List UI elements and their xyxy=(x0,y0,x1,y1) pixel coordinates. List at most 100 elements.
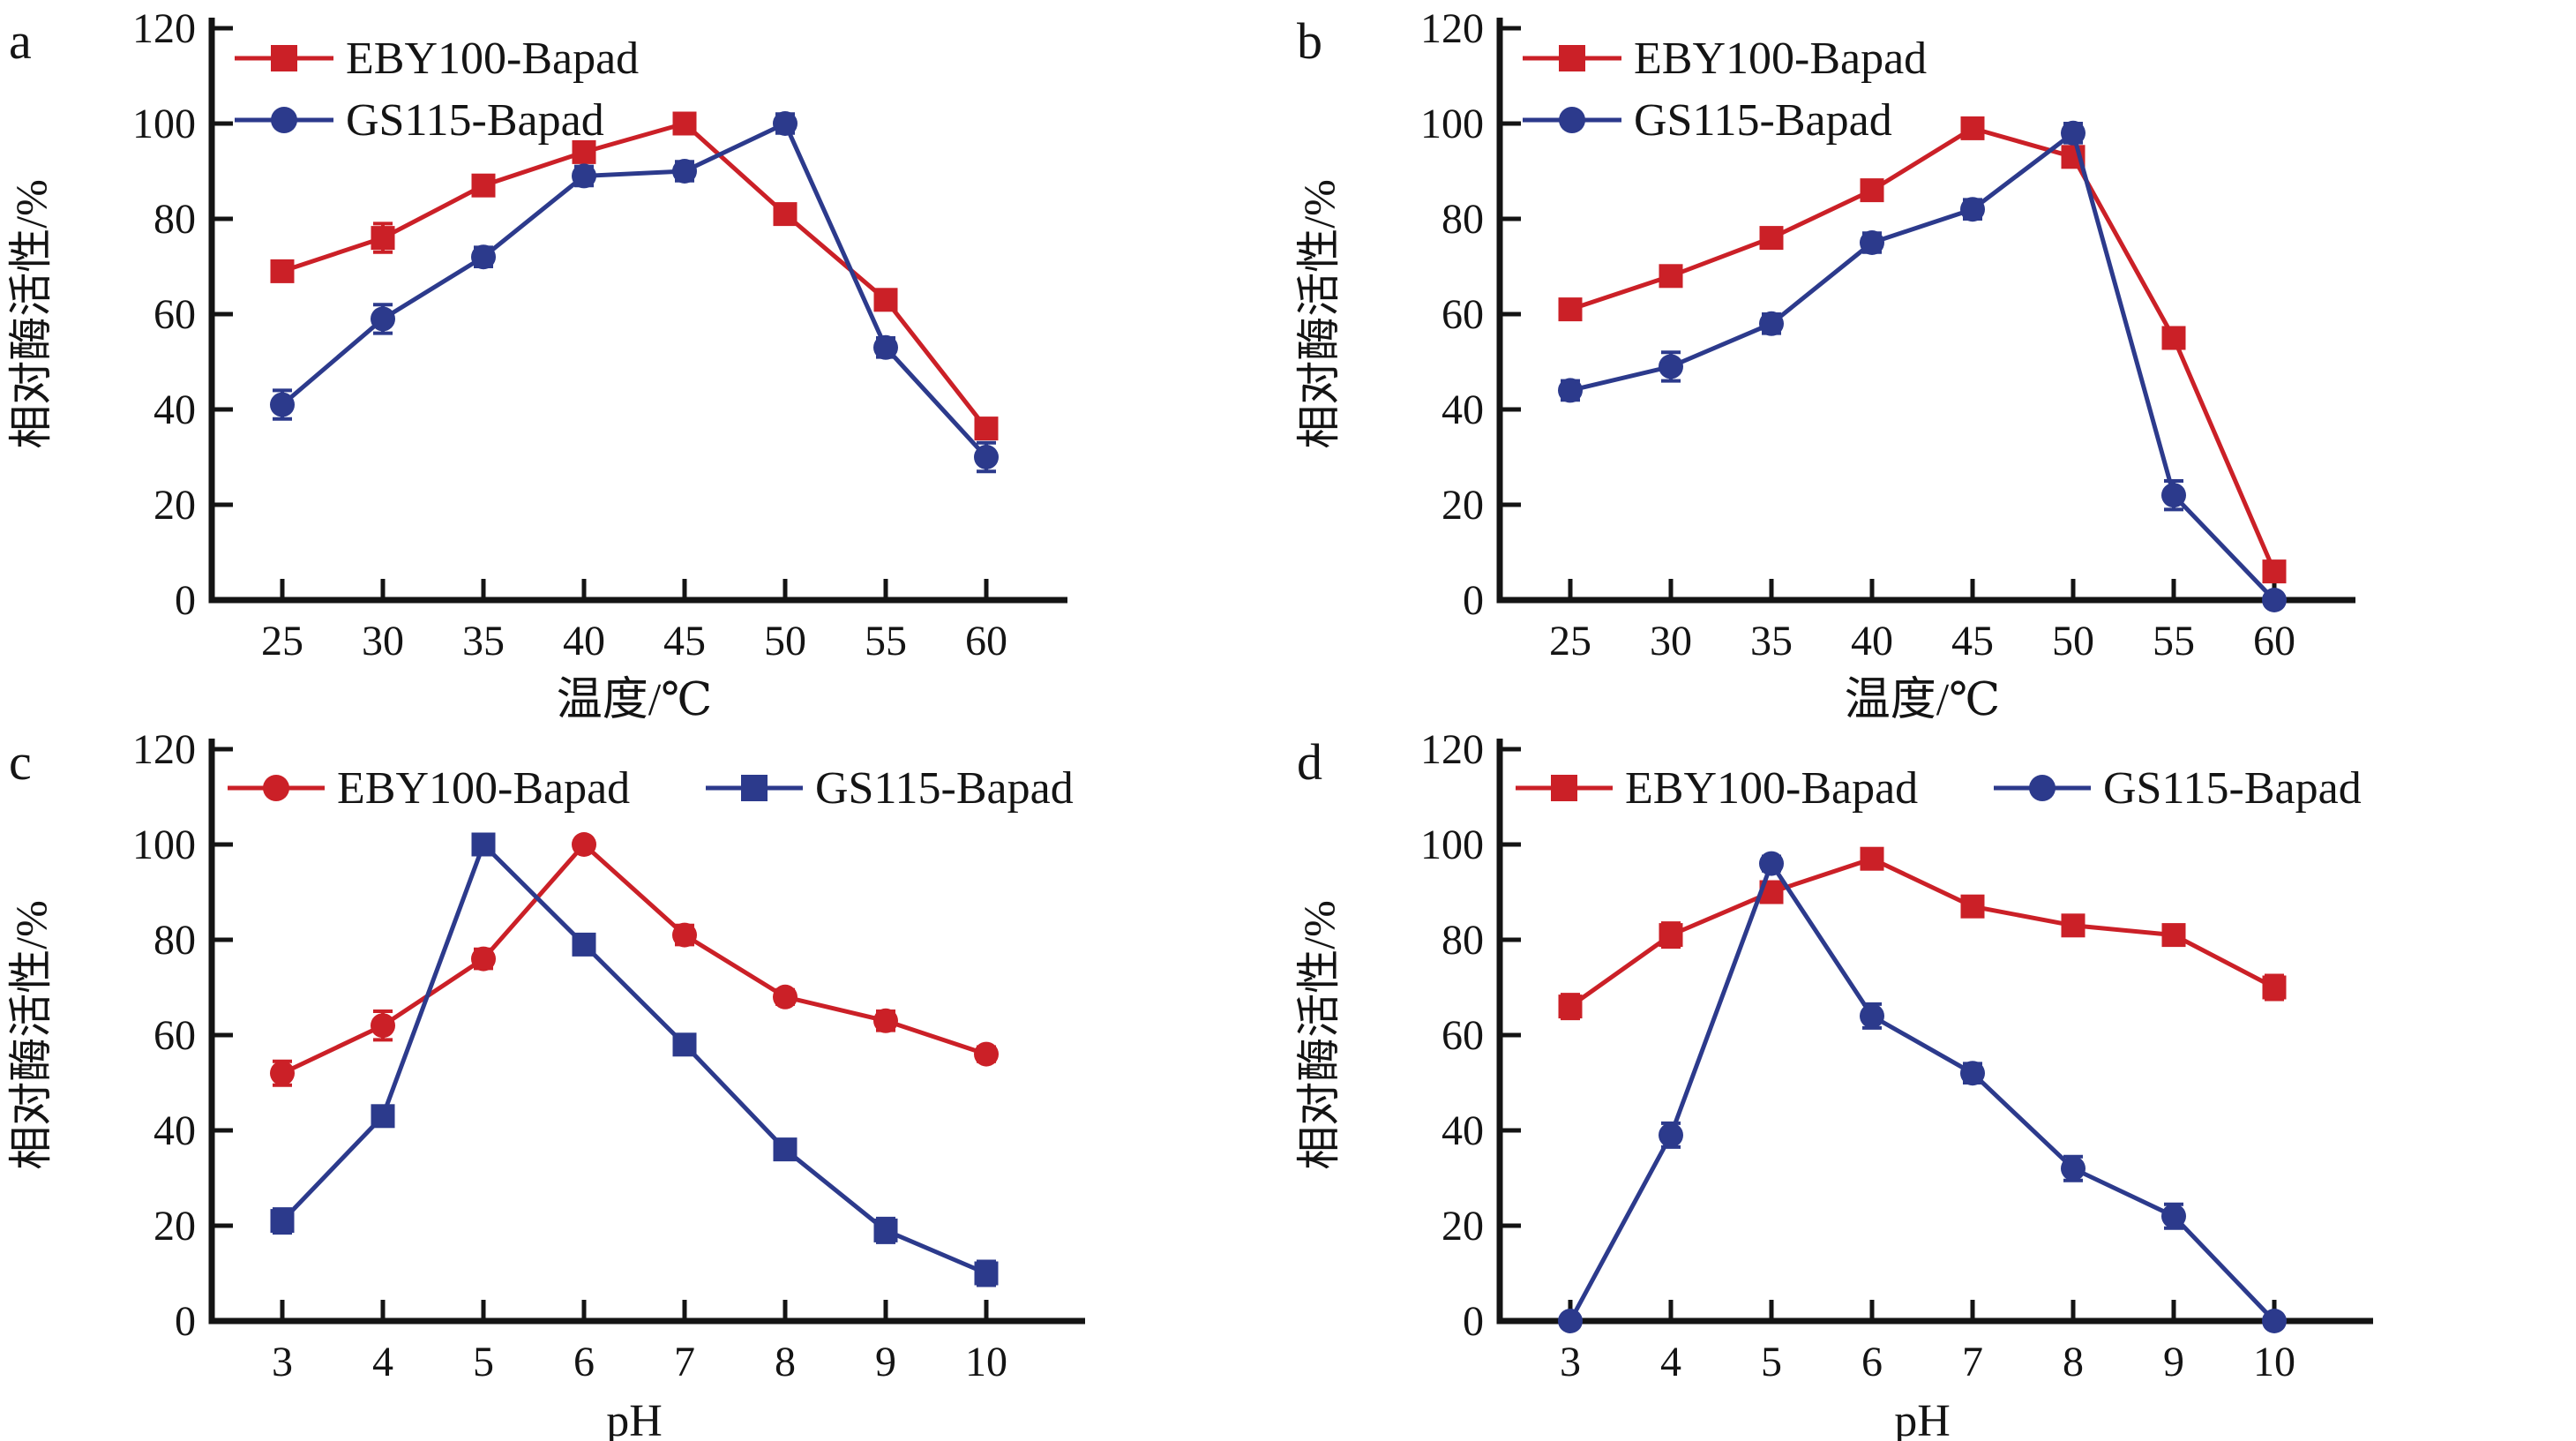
x-axis-title: pH xyxy=(1894,1396,1951,1441)
chart-panel-d: d 0 20 40 60 80 100 120 3 4 5 6 7 8 9 10 pH 相对酶活性/% EBY100… xyxy=(1288,721,2576,1441)
x-tick-label: 60 xyxy=(965,618,1007,664)
data-point-marker-circle xyxy=(974,445,999,469)
y-tick-label: 40 xyxy=(154,1107,196,1154)
y-tick-label: 40 xyxy=(1442,1107,1484,1154)
panel-letter: a xyxy=(9,12,32,70)
x-tick-label: 40 xyxy=(563,618,605,664)
legend: EBY100-Bapad GS115-Bapad xyxy=(1523,34,1927,146)
series-line xyxy=(1569,129,2276,602)
data-point-marker-square xyxy=(1759,226,1784,251)
data-point-marker-square xyxy=(1558,297,1583,322)
series-EBY100-Bapad xyxy=(270,832,999,1087)
x-tick-label: 10 xyxy=(965,1339,1007,1385)
x-tick-label: 55 xyxy=(2153,618,2195,664)
data-point-marker-square xyxy=(572,139,596,164)
axis-line xyxy=(1496,739,2373,1325)
legend-label: EBY100-Bapad xyxy=(337,763,630,814)
data-point-marker-square xyxy=(572,932,596,957)
series-GS115-Bapad xyxy=(270,832,999,1287)
data-point-marker-circle xyxy=(1960,197,1985,222)
panel-letter: c xyxy=(9,733,32,791)
y-tick-label: 100 xyxy=(132,822,196,868)
series-line xyxy=(281,120,988,459)
legend-label: GS115-Bapad xyxy=(1634,95,1892,146)
legend-label: EBY100-Bapad xyxy=(1625,763,1918,814)
series-EBY100-Bapad xyxy=(270,111,999,441)
data-point-marker-circle xyxy=(371,306,395,332)
y-tick-label: 20 xyxy=(1442,1203,1484,1250)
x-tick-label: 3 xyxy=(272,1339,293,1385)
data-point-marker-circle xyxy=(1559,107,1585,133)
data-point-marker-circle xyxy=(1960,1061,1985,1086)
x-tick-label: 9 xyxy=(875,1339,896,1385)
data-point-marker-circle xyxy=(1860,1003,1884,1029)
data-point-marker-square xyxy=(2262,559,2287,584)
data-point-marker-circle xyxy=(2061,120,2086,146)
series-line xyxy=(1568,859,2276,1323)
x-tick-label: 3 xyxy=(1560,1339,1581,1385)
legend: EBY100-Bapad GS115-Bapad xyxy=(235,34,639,146)
data-point-marker-square xyxy=(270,1209,295,1234)
x-tick-label: 45 xyxy=(663,618,706,664)
series-EBY100-Bapad xyxy=(1558,846,2287,1021)
data-point-marker-circle xyxy=(873,334,898,360)
data-point-marker-square xyxy=(1551,775,1577,801)
y-tick-label: 60 xyxy=(154,1012,196,1059)
x-axis-title: 温度/℃ xyxy=(1845,675,2001,720)
data-point-marker-square xyxy=(974,417,999,441)
legend-label: GS115-Bapad xyxy=(2103,763,2362,814)
y-tick-label: 120 xyxy=(1420,5,1484,52)
data-point-marker-circle xyxy=(2161,1204,2186,1229)
data-point-marker-square xyxy=(773,202,798,227)
y-tick-label: 0 xyxy=(175,577,196,624)
data-point-marker-circle xyxy=(1759,851,1784,876)
data-point-marker-circle xyxy=(974,1041,999,1067)
axes: 0 20 40 60 80 100 120 3 4 5 6 7 8 9 10 xyxy=(132,726,1085,1385)
x-tick-label: 4 xyxy=(1660,1339,1681,1385)
y-tick-label: 20 xyxy=(154,482,196,529)
data-point-marker-circle xyxy=(2262,1309,2287,1333)
data-point-marker-circle xyxy=(2061,1156,2086,1182)
data-point-marker-circle xyxy=(371,1013,395,1039)
series-line xyxy=(281,121,988,431)
data-point-marker-square xyxy=(773,1137,798,1162)
data-point-marker-square xyxy=(1960,894,1985,919)
legend-label: EBY100-Bapad xyxy=(346,34,639,84)
y-tick-label: 20 xyxy=(154,1203,196,1250)
y-tick-label: 100 xyxy=(1420,101,1484,147)
series-line xyxy=(281,840,987,1276)
y-tick-label: 80 xyxy=(1442,196,1484,243)
chart-svg-a: a 0 20 40 60 80 100 120 25 30 35 40 45 50 55 60 温度/℃ 相对酶活… xyxy=(6,5,1067,720)
x-tick-label: 9 xyxy=(2163,1339,2184,1385)
series-line xyxy=(281,841,987,1076)
data-point-marker-circle xyxy=(271,107,297,133)
data-point-marker-circle xyxy=(672,922,697,948)
series-GS115-Bapad xyxy=(270,111,999,474)
series-GS115-Bapad xyxy=(1558,120,2287,612)
data-point-marker-square xyxy=(1860,178,1884,203)
y-tick-label: 80 xyxy=(154,917,196,964)
y-axis-title: 相对酶活性/% xyxy=(1294,900,1344,1170)
data-point-marker-circle xyxy=(263,775,289,801)
data-point-marker-circle xyxy=(672,159,697,184)
data-point-marker-circle xyxy=(1759,311,1784,336)
data-point-marker-square xyxy=(471,173,496,198)
legend: EBY100-Bapad GS115-Bapad xyxy=(1516,763,2362,814)
x-tick-label: 7 xyxy=(674,1339,695,1385)
chart-svg-b: b 0 20 40 60 80 100 120 25 30 35 40 45 50 55 60 温度/℃ 相对酶活… xyxy=(1294,5,2355,720)
chart-svg-d: d 0 20 40 60 80 100 120 3 4 5 6 7 8 9 10 pH 相对酶活性/% EBY100… xyxy=(1294,726,2373,1441)
y-tick-label: 80 xyxy=(154,196,196,243)
data-point-marker-square xyxy=(371,226,395,251)
x-tick-label: 4 xyxy=(372,1339,393,1385)
data-point-marker-square xyxy=(2061,913,2086,938)
series-GS115-Bapad xyxy=(1558,851,2287,1333)
x-tick-label: 45 xyxy=(1951,618,1994,664)
y-tick-label: 80 xyxy=(1442,917,1484,964)
data-point-marker-square xyxy=(672,111,697,136)
data-point-marker-circle xyxy=(1558,378,1583,403)
legend-label: GS115-Bapad xyxy=(815,763,1074,814)
y-tick-label: 60 xyxy=(1442,1012,1484,1059)
data-point-marker-square xyxy=(471,832,496,857)
data-point-marker-square xyxy=(741,775,768,801)
x-tick-label: 30 xyxy=(362,618,404,664)
